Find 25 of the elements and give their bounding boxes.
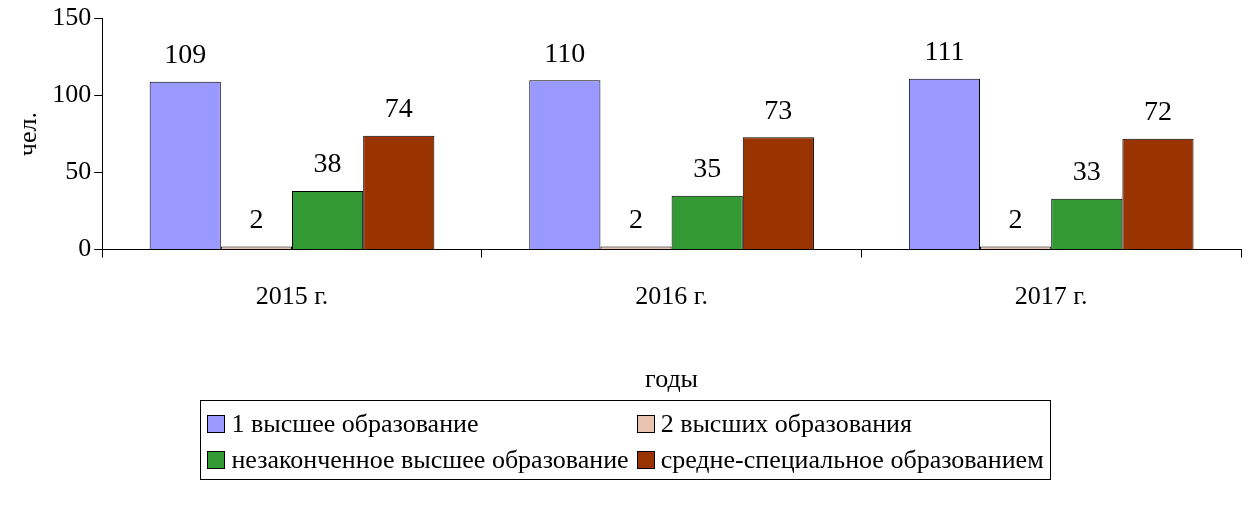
y-tick-label: 50 bbox=[65, 156, 92, 186]
x-tick-label: 2015 г. bbox=[255, 281, 329, 311]
y-tick-label: 150 bbox=[52, 2, 92, 32]
x-tick-label: 2017 г. bbox=[1014, 281, 1088, 311]
legend-label: 1 высшее образование bbox=[231, 409, 479, 439]
data-label: 110 bbox=[544, 36, 586, 68]
legend-label: незаконченное высшее образование bbox=[231, 445, 629, 475]
legend-label: 2 высших образования bbox=[660, 409, 912, 439]
data-label: 2 bbox=[249, 202, 264, 234]
data-label: 35 bbox=[693, 152, 722, 184]
data-label: 38 bbox=[313, 147, 342, 179]
y-axis-title: чел. bbox=[13, 112, 43, 157]
data-label: 2 bbox=[1008, 202, 1023, 234]
data-label: 74 bbox=[384, 92, 413, 123]
data-label: 2 bbox=[629, 202, 644, 234]
y-tick-label: 0 bbox=[78, 233, 92, 263]
data-label: 72 bbox=[1143, 95, 1172, 127]
x-axis-title: годы bbox=[645, 364, 699, 394]
data-label: 33 bbox=[1072, 155, 1101, 187]
legend-label: средне-специальное образованием bbox=[660, 445, 1044, 475]
data-label: 111 bbox=[924, 35, 965, 67]
y-tick-label: 100 bbox=[52, 79, 92, 109]
data-label: 73 bbox=[764, 93, 793, 125]
x-tick-label: 2016 г. bbox=[635, 281, 708, 311]
data-label: 109 bbox=[164, 38, 207, 70]
